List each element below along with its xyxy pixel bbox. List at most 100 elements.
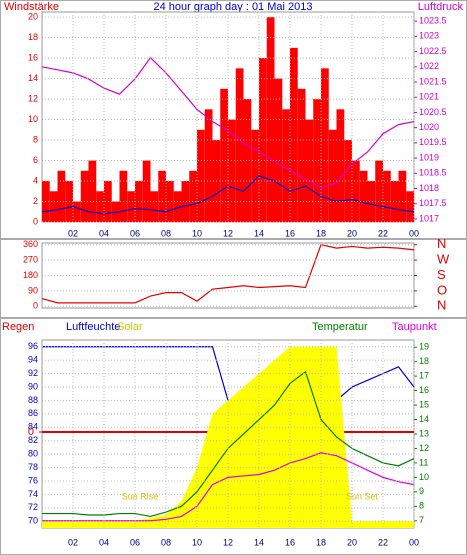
- x-tick-label: 10: [192, 228, 202, 238]
- y2-tick-label: 1022: [419, 61, 439, 71]
- y2-tick-label: 1018: [419, 183, 439, 193]
- y-tick-label: 88: [28, 395, 38, 405]
- bar: [150, 191, 159, 222]
- y-tick-label: 16: [28, 52, 38, 62]
- y-tick-label: 2: [33, 196, 38, 206]
- y2-tick-label: N: [437, 298, 446, 313]
- y2-tick-label: 1020: [419, 122, 439, 132]
- series-line: [41, 244, 415, 304]
- y2-tick-label: 10: [419, 472, 429, 482]
- bar: [406, 191, 414, 222]
- y-tick-label: 72: [28, 502, 38, 512]
- y-tick-label: 92: [28, 368, 38, 378]
- bar: [290, 47, 298, 223]
- x-tick-label: 08: [161, 228, 171, 238]
- y-tick-label: 80: [28, 449, 38, 459]
- y2-tick-label: 1017.5: [419, 198, 447, 208]
- bar: [383, 170, 391, 222]
- bar: [127, 191, 135, 222]
- y-tick-label: 86: [28, 408, 38, 418]
- y2-tick-label: 13: [419, 428, 429, 438]
- y-tick-label: 74: [28, 489, 38, 499]
- x-tick-label: 22: [378, 228, 388, 238]
- y-tick-label: 4: [33, 175, 38, 185]
- bar: [398, 170, 407, 222]
- y-axis-label: Windstärke: [4, 1, 59, 13]
- bar: [375, 160, 383, 222]
- bar: [328, 129, 337, 222]
- x-tick-label: 02: [68, 537, 78, 547]
- y2-tick-label: 19: [419, 342, 429, 352]
- y2-tick-label: 1023: [419, 31, 439, 41]
- bar: [228, 119, 236, 222]
- y-tick-label: 90: [28, 381, 38, 391]
- solar-area: [42, 346, 414, 528]
- bar: [119, 170, 128, 222]
- annotation: Sun Set: [346, 491, 379, 501]
- bar: [274, 78, 283, 223]
- rain-tick-label: 0: [28, 426, 34, 438]
- bar: [104, 181, 112, 222]
- y-tick-label: 82: [28, 435, 38, 445]
- y2-tick-label: O: [437, 282, 447, 297]
- y-tick-label: 76: [28, 475, 38, 485]
- x-tick-label: 04: [99, 537, 109, 547]
- y2-tick-label: 14: [419, 414, 429, 424]
- bar: [352, 160, 360, 222]
- y-tick-label: 360: [23, 239, 38, 249]
- bar: [49, 191, 58, 222]
- bar: [313, 99, 321, 222]
- x-tick-label: 20: [347, 537, 357, 547]
- y2-tick-label: 8: [419, 501, 424, 511]
- x-tick-label: 20: [347, 228, 357, 238]
- y2-tick-label: 16: [419, 385, 429, 395]
- y2-tick-label: 11: [419, 457, 428, 467]
- bar: [57, 170, 66, 222]
- y2-tick-label: 1019.5: [419, 137, 447, 147]
- y-tick-label: 0: [33, 216, 38, 226]
- bar: [73, 201, 81, 222]
- y-tick-label: 20: [28, 11, 38, 21]
- y-tick-label: 18: [28, 32, 38, 42]
- bar: [220, 88, 228, 222]
- y2-tick-label: 17: [419, 371, 429, 381]
- y2-tick-label: 1021.5: [419, 76, 447, 86]
- bar: [251, 129, 259, 222]
- y2-tick-label: 1018.5: [419, 168, 447, 178]
- bar: [158, 170, 166, 222]
- bar: [305, 119, 314, 222]
- y-tick-label: 70: [28, 516, 38, 526]
- bar: [166, 181, 174, 222]
- x-tick-label: 06: [130, 228, 140, 238]
- legend-label: Solar: [117, 321, 143, 333]
- bar: [235, 68, 244, 222]
- legend-label: Taupunkt: [392, 321, 437, 333]
- y-tick-label: 84: [28, 422, 38, 432]
- bar: [96, 191, 104, 222]
- y2-tick-label: 1020.5: [419, 107, 447, 117]
- legend-label: Temperatur: [312, 321, 368, 333]
- y-tick-label: 78: [28, 462, 38, 472]
- x-tick-label: 16: [285, 228, 295, 238]
- annotation: Sun Rise: [122, 491, 159, 501]
- y2-tick-label: W: [437, 252, 450, 267]
- y2-tick-label: 1023.5: [419, 16, 447, 26]
- y-tick-label: 270: [23, 254, 38, 264]
- x-tick-label: 18: [316, 228, 326, 238]
- legend-label: Luftfeuchte: [66, 321, 120, 333]
- y2-axis-label: Luftdruck: [418, 1, 464, 13]
- x-tick-label: 14: [254, 537, 264, 547]
- x-tick-label: 08: [161, 537, 171, 547]
- y-tick-label: 10: [28, 114, 38, 124]
- y2-tick-label: N: [437, 236, 446, 251]
- bar: [80, 170, 89, 222]
- y2-tick-label: 1021: [419, 92, 439, 102]
- bar: [282, 109, 290, 222]
- y2-tick-label: 1017: [419, 213, 439, 223]
- y-tick-label: 180: [23, 270, 38, 280]
- y-tick-label: 14: [28, 73, 38, 83]
- y2-tick-label: 1022.5: [419, 46, 447, 56]
- y-tick-label: 94: [28, 355, 38, 365]
- bar: [321, 68, 329, 222]
- y2-tick-label: 12: [419, 443, 429, 453]
